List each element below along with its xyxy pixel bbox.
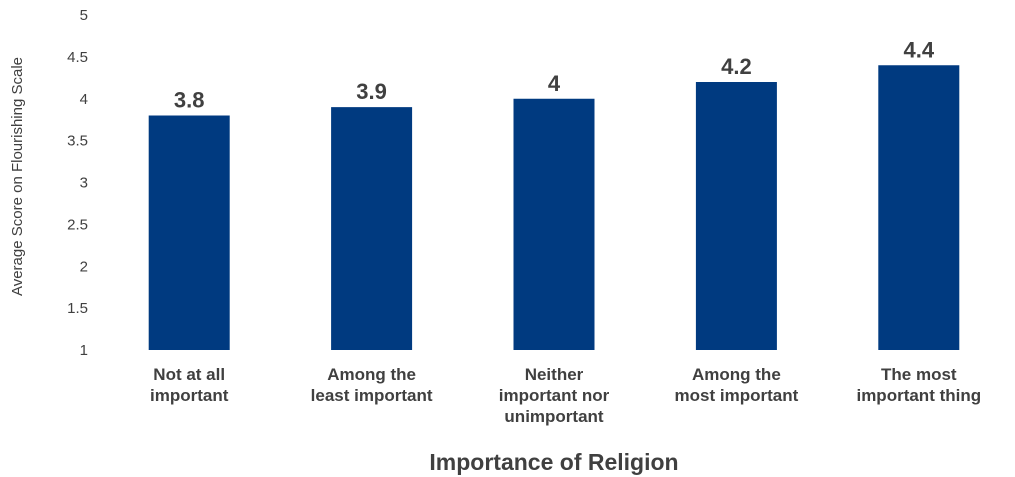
x-axis-title: Importance of Religion <box>429 449 678 475</box>
y-tick-label: 4.5 <box>67 49 88 66</box>
x-category-label: Not at all important <box>150 365 229 405</box>
data-label: 3.8 <box>174 88 205 113</box>
y-tick-label: 1 <box>80 342 88 359</box>
y-axis-title: Average Score on Flourishing Scale <box>9 57 26 296</box>
x-category-label-line: Neither <box>525 365 584 384</box>
x-category-label-line: Among the <box>692 365 781 384</box>
x-category-label-line: most important <box>675 386 799 405</box>
bar <box>878 65 960 350</box>
y-tick-label: 3.5 <box>67 133 88 150</box>
y-tick-label: 5 <box>80 7 88 24</box>
data-label: 3.9 <box>356 79 387 104</box>
data-labels: 3.8 3.9 4 4.2 4.4 <box>174 37 935 112</box>
x-category-label-line: important <box>150 386 229 405</box>
y-tick-label: 2.5 <box>67 216 88 233</box>
y-tick-label: 2 <box>80 258 88 275</box>
y-tick-label: 4 <box>80 91 88 108</box>
y-tick-label: 1.5 <box>67 300 88 317</box>
y-tick-label: 3 <box>80 175 88 192</box>
x-axis-category-labels: Not at all important Among the least import… <box>150 365 981 426</box>
x-category-label-line: important thing <box>856 386 981 405</box>
y-axis-ticks: 1 1.5 2 2.5 3 3.5 4 4.5 5 <box>67 7 88 359</box>
x-category-label-line: The most <box>881 365 957 384</box>
x-category-label: The most important thing <box>856 365 981 405</box>
bar-series <box>148 65 960 350</box>
x-category-label-line: Among the <box>327 365 416 384</box>
x-category-label-line: unimportant <box>504 407 603 426</box>
data-label: 4.2 <box>721 54 752 79</box>
x-category-label-line: Not at all <box>153 365 225 384</box>
x-category-label: Neither important nor unimportant <box>499 365 610 426</box>
x-category-label: Among the most important <box>675 365 799 405</box>
x-category-label-line: least important <box>311 386 433 405</box>
bar <box>695 82 777 350</box>
x-category-label-line: important nor <box>499 386 610 405</box>
bar <box>513 98 595 350</box>
data-label: 4 <box>548 71 561 96</box>
bar <box>331 107 413 350</box>
data-label: 4.4 <box>904 37 935 62</box>
x-category-label: Among the least important <box>311 365 433 405</box>
bar <box>148 115 230 350</box>
